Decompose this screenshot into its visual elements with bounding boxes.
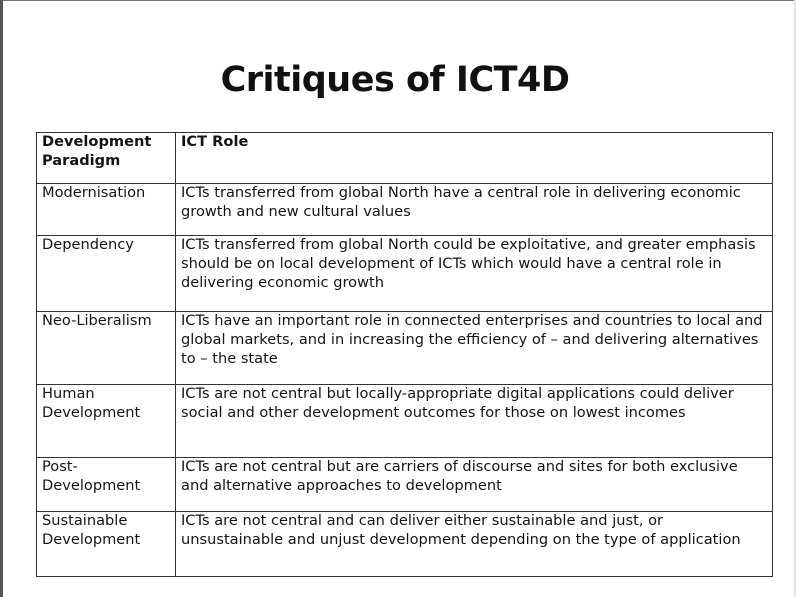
slide-title: Critiques of ICT4D	[0, 60, 790, 100]
table-row: Post-Development ICTs are not central bu…	[37, 458, 773, 512]
paradigm-table: Development Paradigm ICT Role Modernisat…	[36, 132, 773, 577]
ict-role-cell: ICTs are not central but locally-appropr…	[176, 385, 773, 458]
paradigm-cell: Sustainable Development	[37, 512, 176, 577]
table-row: Neo-Liberalism ICTs have an important ro…	[37, 312, 773, 385]
paradigm-cell: Dependency	[37, 236, 176, 312]
ict-role-cell: ICTs transferred from global North have …	[176, 184, 773, 236]
paradigm-cell: Post-Development	[37, 458, 176, 512]
table-header-row: Development Paradigm ICT Role	[37, 133, 773, 184]
ict-role-cell: ICTs are not central but are carriers of…	[176, 458, 773, 512]
ict-role-cell: ICTs are not central and can deliver eit…	[176, 512, 773, 577]
paradigm-cell: Neo-Liberalism	[37, 312, 176, 385]
ict-role-cell: ICTs transferred from global North could…	[176, 236, 773, 312]
table-row: Sustainable Development ICTs are not cen…	[37, 512, 773, 577]
table-row: Dependency ICTs transferred from global …	[37, 236, 773, 312]
table-row: Human Development ICTs are not central b…	[37, 385, 773, 458]
column-header-paradigm: Development Paradigm	[37, 133, 176, 184]
ict-role-cell: ICTs have an important role in connected…	[176, 312, 773, 385]
paradigm-cell: Modernisation	[37, 184, 176, 236]
paradigm-cell: Human Development	[37, 385, 176, 458]
column-header-ict-role: ICT Role	[176, 133, 773, 184]
window-top-border	[0, 0, 796, 1]
table-row: Modernisation ICTs transferred from glob…	[37, 184, 773, 236]
